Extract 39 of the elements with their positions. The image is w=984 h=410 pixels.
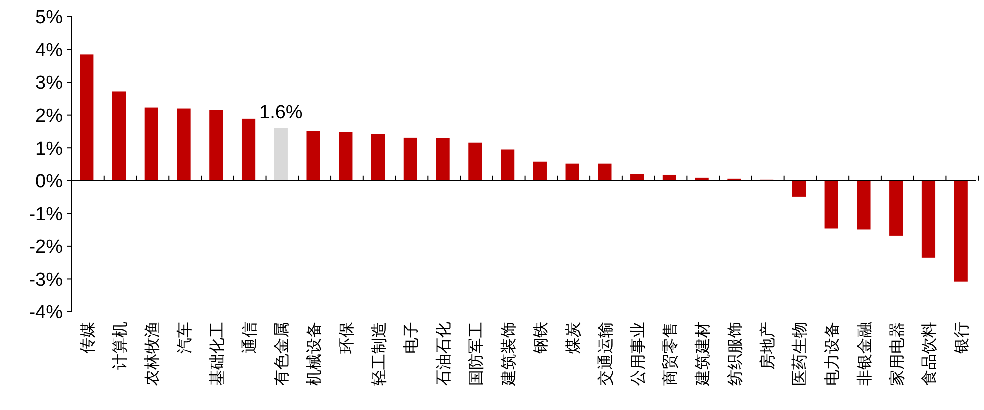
y-tick-label: 4% xyxy=(36,40,64,62)
x-tick-label: 非银金融 xyxy=(854,322,874,386)
x-tick-label: 商贸零售 xyxy=(660,322,680,386)
y-tick-label: 0% xyxy=(36,172,64,193)
x-tick-label: 通信 xyxy=(240,322,259,354)
x-tick-label: 煤炭 xyxy=(564,322,583,354)
x-tick-label: 国防军工 xyxy=(466,322,486,386)
x-tick-label: 轻工制造 xyxy=(369,322,388,386)
x-tick-label: 银行 xyxy=(952,322,972,355)
x-tick-label: 电子 xyxy=(402,322,421,354)
y-tick-label: 3% xyxy=(36,73,64,94)
data-label: 1.6% xyxy=(260,102,303,124)
y-tick-label: 1% xyxy=(36,138,64,160)
x-tick-label: 基础化工 xyxy=(207,322,226,386)
x-tick-label: 建筑装饰 xyxy=(498,322,518,387)
x-tick-label: 机械设备 xyxy=(304,322,324,386)
y-tick-label: -2% xyxy=(29,237,64,258)
x-tick-label: 交通运输 xyxy=(596,322,615,386)
y-tick-label: -1% xyxy=(29,204,64,226)
x-tick-label: 医药生物 xyxy=(790,322,810,386)
x-tick-label: 房地产 xyxy=(758,322,777,370)
x-tick-label: 电力设备 xyxy=(822,322,842,386)
x-tick-label: 农林牧渔 xyxy=(142,322,162,386)
x-tick-label: 汽车 xyxy=(175,322,194,354)
y-tick-label: -3% xyxy=(29,270,64,291)
y-tick-label: 2% xyxy=(36,106,64,127)
x-tick-label: 纺织服饰 xyxy=(725,322,744,386)
x-tick-label: 有色金属 xyxy=(272,322,292,386)
x-tick-label: 公用事业 xyxy=(628,322,648,386)
x-tick-label: 传媒 xyxy=(78,322,97,354)
x-tick-label: 食品饮料 xyxy=(920,322,939,386)
x-tick-label: 环保 xyxy=(336,322,356,354)
x-tick-label: 钢铁 xyxy=(531,322,550,355)
x-tick-label: 计算机 xyxy=(110,322,130,370)
x-tick-label: 石油石化 xyxy=(434,322,454,386)
y-tick-label: -4% xyxy=(29,302,64,324)
x-tick-label: 建筑建材 xyxy=(693,322,712,387)
y-tick-label: 5% xyxy=(36,8,64,29)
x-tick-label: 家用电器 xyxy=(887,322,906,386)
